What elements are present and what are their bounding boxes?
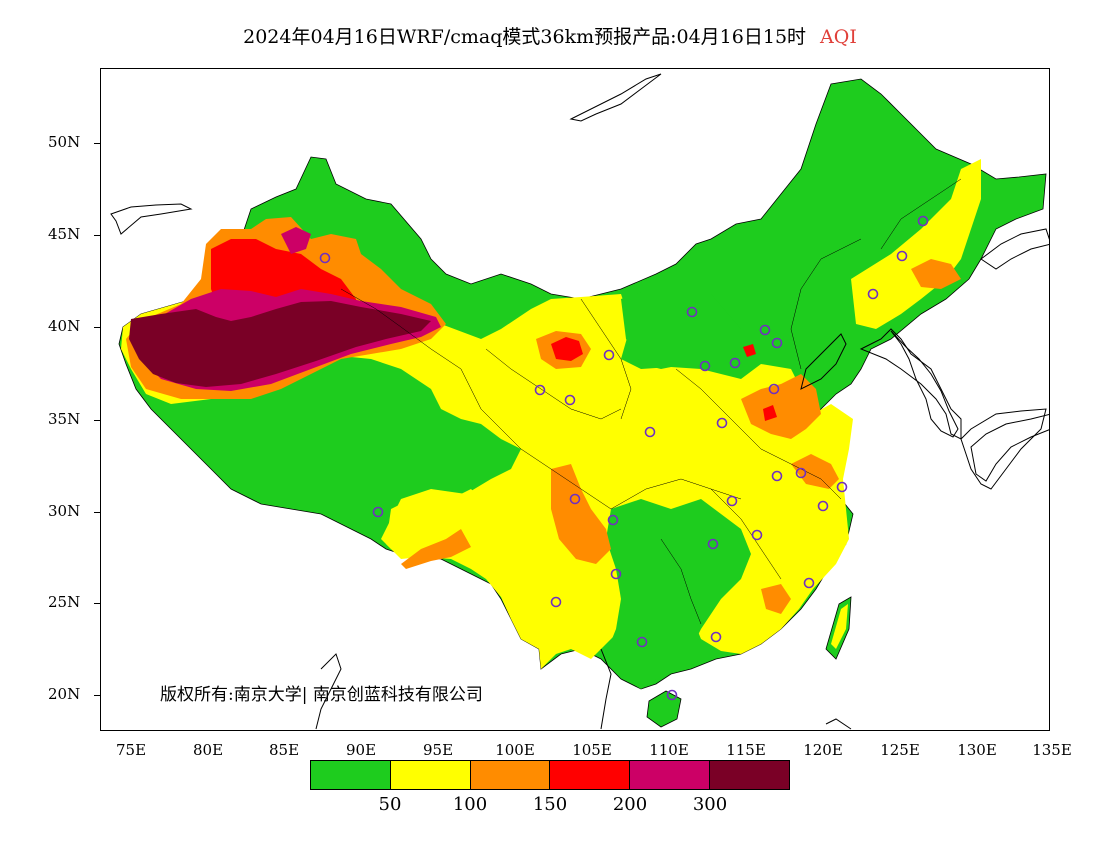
station-marker <box>607 514 619 526</box>
legend-swatch <box>311 761 391 789</box>
station-marker <box>372 506 384 518</box>
color-legend <box>310 760 790 790</box>
station-marker <box>771 337 783 349</box>
region-hazardous <box>129 301 431 387</box>
province-borders <box>340 178 962 625</box>
legend-swatch <box>630 761 711 789</box>
title-variable: AQI <box>820 26 857 48</box>
map-title: 2024年04月16日WRF/cmaq模式36km预报产品:04月16日15时 A… <box>0 22 1100 49</box>
lon-label-105e: 105E <box>572 741 612 759</box>
station-marker <box>795 467 807 479</box>
station-marker <box>666 689 678 701</box>
station-marker <box>771 470 783 482</box>
taiwan-yellow <box>831 604 848 649</box>
aqi-map <box>110 73 1049 730</box>
lon-label-85e: 85E <box>268 741 300 759</box>
legend-swatch <box>710 761 789 789</box>
lon-label-75e: 75E <box>115 741 147 759</box>
lon-label-135e: 135E <box>1032 741 1072 759</box>
station-marker <box>686 306 698 318</box>
region-usg-sichuan <box>551 464 611 564</box>
region-very-unhealthy-n <box>281 227 311 254</box>
station-marker <box>569 493 581 505</box>
legend-label: 100 <box>452 794 488 815</box>
lat-tick <box>94 512 100 514</box>
station-marker <box>564 394 576 406</box>
lon-label-90e: 90E <box>345 741 377 759</box>
station-marker <box>803 577 815 589</box>
station-marker <box>817 500 829 512</box>
coastlines <box>110 73 1047 730</box>
station-marker <box>726 495 738 507</box>
title-main: 2024年04月16日WRF/cmaq模式36km预报产品:04月16日15时 <box>243 26 807 48</box>
lat-tick <box>94 327 100 329</box>
legend-swatch <box>550 761 631 789</box>
station-marker <box>716 417 728 429</box>
station-markers <box>319 215 929 701</box>
region-moderate-ne <box>851 159 981 329</box>
lat-label-40n: 40N <box>48 317 81 335</box>
japan-outline <box>970 413 1049 482</box>
legend-label: 150 <box>532 794 568 815</box>
region-usg-fujian <box>761 584 791 614</box>
region-usg-east <box>791 454 839 489</box>
lat-label-25n: 25N <box>48 593 81 611</box>
legend-label: 200 <box>612 794 648 815</box>
station-marker <box>759 324 771 336</box>
copyright-text: 版权所有:南京大学| 南京创蓝科技有限公司 <box>160 685 483 705</box>
station-marker <box>896 250 908 262</box>
lon-label-100e: 100E <box>495 741 535 759</box>
region-moderate-tibet <box>386 489 496 559</box>
station-marker <box>768 383 780 395</box>
lat-label-30n: 30N <box>48 502 81 520</box>
station-marker <box>917 215 929 227</box>
region-unhealthy-shanxi <box>551 337 583 361</box>
station-marker <box>867 288 879 300</box>
map-frame <box>100 68 1050 731</box>
region-usg-tibet <box>401 529 471 569</box>
japan-outline-2 <box>980 228 1049 270</box>
region-usg-ne <box>911 259 961 289</box>
station-marker <box>644 426 656 438</box>
legend-label: 50 <box>378 794 402 815</box>
lat-tick <box>94 603 100 605</box>
station-marker <box>610 568 622 580</box>
station-marker <box>534 384 546 396</box>
lon-label-80e: 80E <box>192 741 224 759</box>
region-good-central <box>606 499 751 689</box>
station-marker <box>729 357 741 369</box>
station-marker <box>319 252 331 264</box>
lon-label-110e: 110E <box>649 741 689 759</box>
station-marker <box>699 360 711 372</box>
station-marker <box>710 631 722 643</box>
legend-label: 300 <box>692 794 728 815</box>
lon-label-95e: 95E <box>422 741 454 759</box>
region-usg-henan <box>741 374 821 439</box>
station-marker <box>707 538 719 550</box>
korea-outline <box>890 330 959 438</box>
region-good-north <box>621 284 761 369</box>
region-unhealthy-spot1 <box>743 344 756 357</box>
lat-label-50n: 50N <box>48 133 81 151</box>
lon-label-125e: 125E <box>880 741 920 759</box>
lat-label-20n: 20N <box>48 685 81 703</box>
region-unhealthy-spot2 <box>763 405 777 421</box>
lat-tick <box>94 235 100 237</box>
station-marker <box>550 596 562 608</box>
legend-swatch <box>470 761 551 789</box>
station-marker <box>751 529 763 541</box>
station-marker <box>836 481 848 493</box>
station-marker <box>636 636 648 648</box>
lat-label-45n: 45N <box>48 225 81 243</box>
lat-label-35n: 35N <box>48 410 81 428</box>
lon-label-130e: 130E <box>957 741 997 759</box>
lon-label-115e: 115E <box>726 741 766 759</box>
lat-tick <box>94 695 100 697</box>
lat-tick <box>94 143 100 145</box>
lat-tick <box>94 420 100 422</box>
lon-label-120e: 120E <box>803 741 843 759</box>
legend-swatch <box>390 761 471 789</box>
station-marker <box>603 349 615 361</box>
